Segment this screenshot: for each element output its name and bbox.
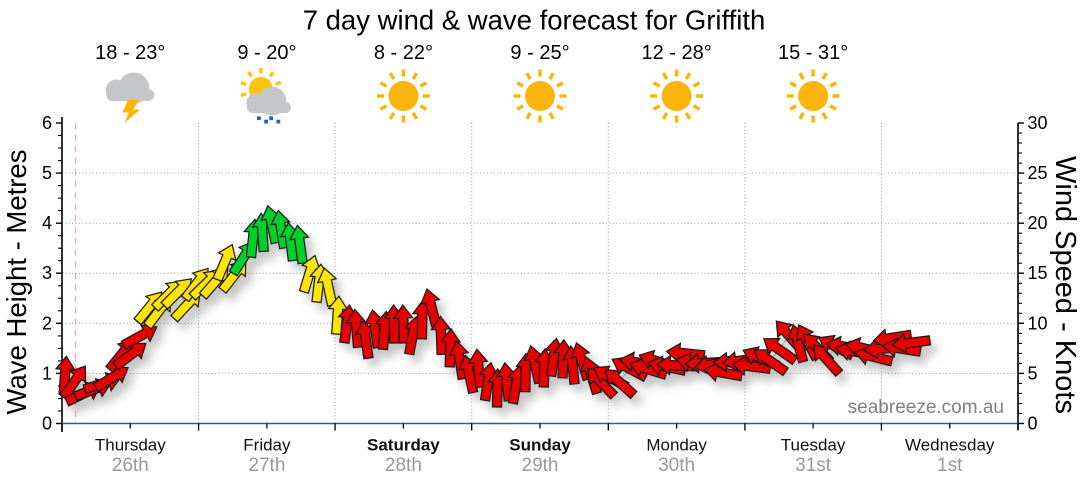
svg-text:Wave Height - Metres: Wave Height - Metres	[1, 150, 32, 415]
svg-text:Thursday: Thursday	[95, 436, 166, 455]
svg-text:12 - 28°: 12 - 28°	[641, 42, 711, 64]
svg-text:30: 30	[1028, 113, 1048, 133]
svg-text:15: 15	[1028, 263, 1048, 283]
svg-text:28th: 28th	[385, 455, 422, 476]
svg-text:Wind Speed - Knots: Wind Speed - Knots	[1049, 156, 1080, 414]
svg-text:31st: 31st	[795, 455, 832, 476]
svg-text:1: 1	[42, 363, 52, 383]
svg-text:26th: 26th	[112, 455, 149, 476]
svg-text:3: 3	[42, 263, 52, 283]
svg-text:10: 10	[1028, 313, 1048, 333]
svg-text:29th: 29th	[522, 455, 559, 476]
svg-text:15 - 31°: 15 - 31°	[778, 42, 848, 64]
svg-text:0: 0	[1028, 414, 1038, 434]
svg-text:8 - 22°: 8 - 22°	[374, 42, 433, 64]
svg-text:Saturday: Saturday	[367, 436, 440, 455]
svg-text:Sunday: Sunday	[509, 436, 571, 455]
svg-text:9 - 25°: 9 - 25°	[510, 42, 569, 64]
svg-text:9 - 20°: 9 - 20°	[237, 42, 296, 64]
svg-text:25: 25	[1028, 163, 1048, 183]
svg-text:seabreeze.com.au: seabreeze.com.au	[848, 397, 1004, 418]
svg-text:5: 5	[1028, 363, 1038, 383]
svg-text:5: 5	[42, 163, 52, 183]
svg-text:4: 4	[42, 213, 52, 233]
svg-text:20: 20	[1028, 213, 1048, 233]
svg-text:Tuesday: Tuesday	[781, 436, 846, 455]
svg-text:2: 2	[42, 313, 52, 333]
svg-text:Monday: Monday	[646, 436, 707, 455]
svg-text:0: 0	[42, 414, 52, 434]
svg-text:1st: 1st	[937, 455, 963, 476]
svg-text:27th: 27th	[248, 455, 285, 476]
svg-text:7 day wind & wave forecast for: 7 day wind & wave forecast for Griffith	[303, 5, 766, 36]
svg-text:Friday: Friday	[243, 436, 291, 455]
svg-text:Wednesday: Wednesday	[905, 436, 995, 455]
svg-text:18 - 23°: 18 - 23°	[95, 42, 165, 64]
svg-text:30th: 30th	[658, 455, 695, 476]
svg-text:6: 6	[42, 113, 52, 133]
